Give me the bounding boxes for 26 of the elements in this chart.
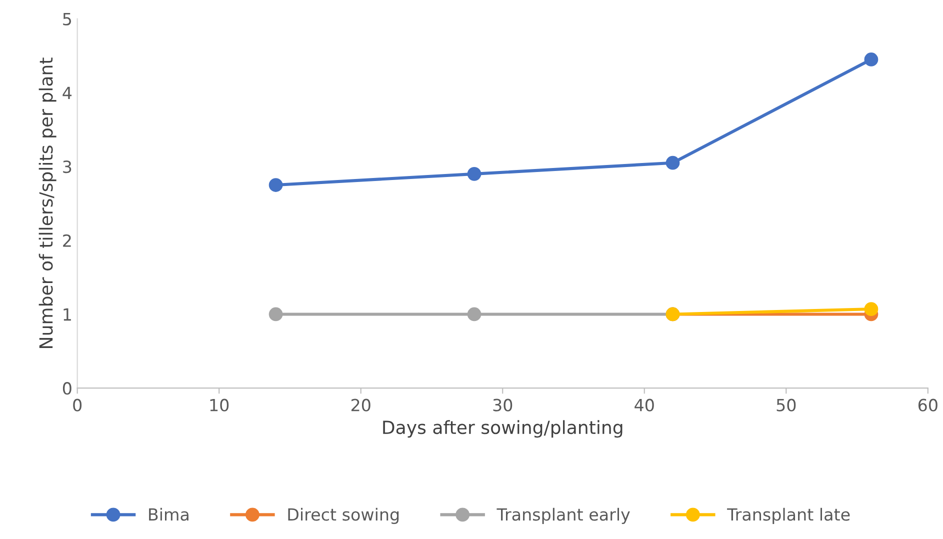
x-tick-label: 30 — [493, 398, 512, 412]
point — [666, 156, 680, 170]
x-tick-label: 60 — [918, 398, 938, 412]
legend-label: Bima — [149, 508, 188, 521]
point — [268, 307, 283, 322]
y-tick-label: 3 — [63, 160, 72, 174]
point — [467, 307, 482, 322]
legend-label: Direct sowing — [288, 508, 399, 524]
y-tick-label: 0 — [62, 382, 72, 395]
y-tick-label: 4 — [62, 86, 72, 100]
x-axis-title: Days after sowing/planting — [383, 420, 622, 438]
y-tick-label: 5 — [63, 13, 72, 26]
x-tick-label: 40 — [634, 398, 654, 412]
y-tick-label: 1 — [64, 308, 71, 321]
point — [864, 302, 878, 316]
legend-label: Transplant late — [727, 508, 850, 524]
point — [864, 52, 878, 66]
x-tick-label: 20 — [351, 398, 370, 412]
x-tick-label: 0 — [73, 398, 82, 412]
x-tick-label: 50 — [776, 398, 796, 412]
y-tick-label: 2 — [63, 234, 71, 247]
y-axis-title: Number of tillers/splits per plant — [38, 58, 56, 348]
legend-label: Transplant early — [496, 508, 630, 524]
point — [467, 166, 482, 181]
point — [268, 178, 283, 192]
x-tick-label: 10 — [210, 398, 229, 412]
